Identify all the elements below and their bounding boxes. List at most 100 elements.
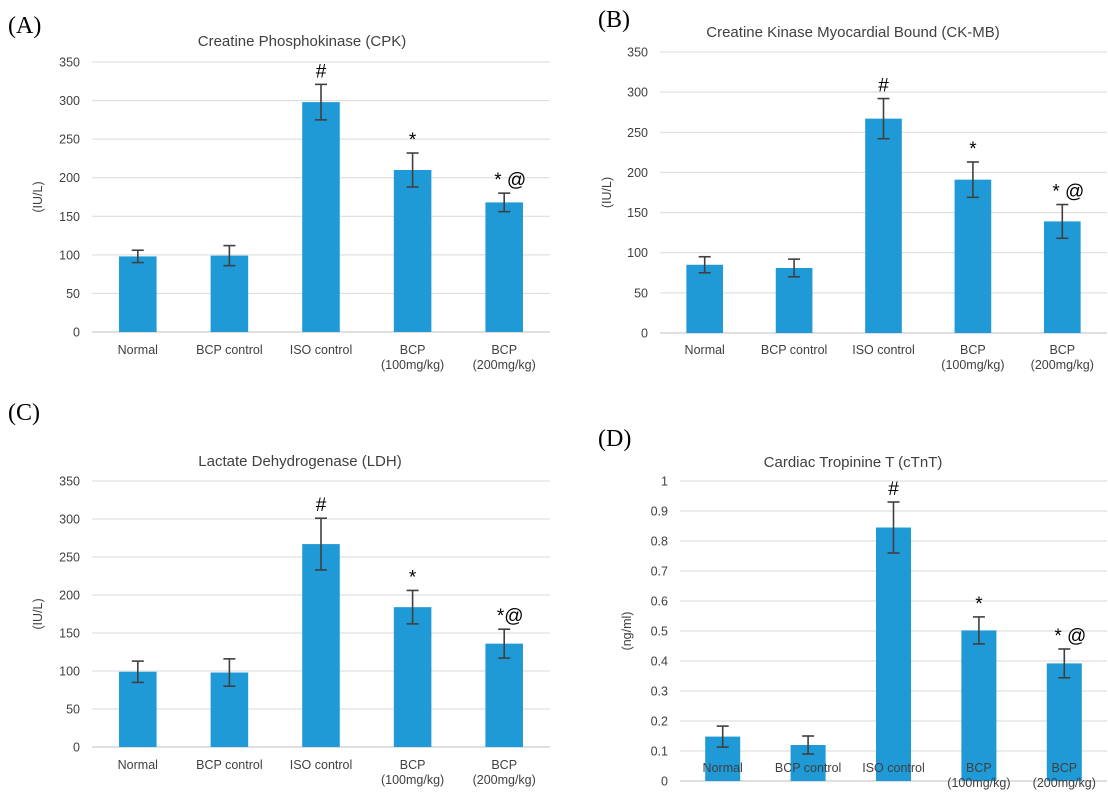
- chart-panel: (D) Cardiac Tropinine T (cTnT) 0 0.1 0.2 0.3 0…: [598, 426, 1107, 790]
- significance-marker: * @: [494, 170, 526, 191]
- y-tick-label: 350: [59, 56, 80, 70]
- chart-title: Lactate Dehydrogenase (LDH): [198, 453, 401, 470]
- category-label: BCP control: [196, 758, 262, 772]
- y-axis-label: (ng/ml): [620, 612, 634, 651]
- category-label: BCP control: [775, 761, 841, 775]
- y-tick-label: 250: [59, 551, 80, 565]
- y-tick-label: 50: [66, 287, 80, 301]
- category-label: (100mg/kg): [381, 773, 444, 787]
- bar: [393, 607, 432, 747]
- bar: [865, 118, 902, 333]
- category-label: (200mg/kg): [473, 358, 536, 372]
- y-tick-label: 150: [627, 206, 648, 220]
- y-tick-label: 100: [59, 248, 80, 262]
- y-tick-label: 0.1: [651, 745, 668, 759]
- panel-label: (C): [8, 400, 40, 426]
- y-tick-label: 200: [627, 166, 648, 180]
- y-tick-label: 50: [66, 703, 80, 717]
- category-label: Normal: [118, 758, 158, 772]
- bar: [875, 527, 912, 781]
- y-tick-label: 350: [59, 475, 80, 489]
- category-label: (100mg/kg): [941, 358, 1004, 372]
- bar: [686, 264, 724, 333]
- bar: [1043, 221, 1081, 333]
- chart-title: Creatine Kinase Myocardial Bound (CK-MB): [706, 24, 999, 41]
- chart-panel: (A) Creatine Phosphokinase (CPK) 0 50 100 150…: [8, 13, 550, 372]
- y-tick-label: 0.8: [651, 535, 668, 549]
- significance-marker: *: [969, 139, 977, 160]
- category-label: BCP: [400, 758, 426, 772]
- significance-marker: * @: [1054, 626, 1086, 647]
- category-label: BCP: [1051, 761, 1077, 775]
- y-axis-label: (IU/L): [31, 181, 45, 212]
- significance-marker: #: [888, 479, 899, 500]
- bar: [302, 102, 340, 332]
- significance-marker: *: [409, 567, 417, 588]
- y-tick-label: 150: [59, 627, 80, 641]
- category-label: ISO control: [852, 343, 915, 357]
- y-tick-label: 0.4: [651, 655, 668, 669]
- category-label: BCP control: [761, 343, 827, 357]
- bar: [954, 179, 992, 333]
- category-label: BCP: [491, 343, 517, 357]
- bar: [302, 544, 340, 747]
- y-tick-label: 0.3: [651, 685, 668, 699]
- bar: [393, 170, 432, 332]
- significance-marker: *@: [497, 606, 524, 627]
- category-label: (100mg/kg): [381, 358, 444, 372]
- y-tick-label: 0: [73, 741, 80, 755]
- significance-marker: #: [316, 61, 327, 82]
- y-tick-label: 250: [627, 126, 648, 140]
- y-tick-label: 200: [59, 589, 80, 603]
- category-label: (200mg/kg): [1031, 358, 1094, 372]
- y-tick-label: 0.9: [651, 505, 668, 519]
- y-tick-label: 250: [59, 133, 80, 147]
- bar: [485, 202, 523, 332]
- bar: [1046, 663, 1082, 781]
- category-label: (100mg/kg): [947, 776, 1010, 790]
- y-tick-label: 0.2: [651, 715, 668, 729]
- category-label: Normal: [703, 761, 743, 775]
- bar: [775, 267, 813, 333]
- category-label: BCP: [400, 343, 426, 357]
- significance-marker: *: [409, 130, 417, 151]
- y-tick-label: 0: [661, 775, 668, 789]
- bar: [961, 630, 997, 781]
- y-tick-label: 0: [73, 326, 80, 340]
- y-tick-label: 100: [627, 246, 648, 260]
- bar: [485, 643, 523, 747]
- significance-marker: #: [316, 495, 327, 516]
- y-tick-label: 0.6: [651, 595, 668, 609]
- y-axis-label: (IU/L): [31, 598, 45, 629]
- significance-marker: *: [975, 594, 983, 615]
- bar: [119, 256, 157, 332]
- category-label: Normal: [685, 343, 725, 357]
- chart-panel: (C) Lactate Dehydrogenase (LDH) 0 50 100 150 2…: [8, 400, 550, 787]
- panel-label: (D): [598, 426, 631, 452]
- panel-label: (B): [598, 7, 630, 33]
- significance-marker: * @: [1052, 182, 1084, 203]
- y-tick-label: 50: [634, 286, 648, 300]
- category-label: BCP: [966, 761, 992, 775]
- y-tick-label: 200: [59, 171, 80, 185]
- category-label: BCP control: [196, 343, 262, 357]
- chart-title: Creatine Phosphokinase (CPK): [198, 33, 406, 50]
- y-tick-label: 100: [59, 665, 80, 679]
- category-label: Normal: [118, 343, 158, 357]
- y-tick-label: 0.5: [651, 625, 668, 639]
- bar: [119, 671, 157, 747]
- category-label: ISO control: [290, 343, 353, 357]
- y-tick-label: 350: [627, 46, 648, 60]
- category-label: BCP: [491, 758, 517, 772]
- category-label: BCP: [1049, 343, 1075, 357]
- panel-label: (A): [8, 13, 41, 39]
- y-tick-label: 300: [59, 513, 80, 527]
- category-label: (200mg/kg): [473, 773, 536, 787]
- y-tick-label: 1: [661, 475, 668, 489]
- chart-title: Cardiac Tropinine T (cTnT): [764, 454, 943, 471]
- bar: [210, 255, 249, 332]
- y-tick-label: 150: [59, 210, 80, 224]
- y-axis-label: (IU/L): [600, 177, 614, 208]
- category-label: ISO control: [862, 761, 925, 775]
